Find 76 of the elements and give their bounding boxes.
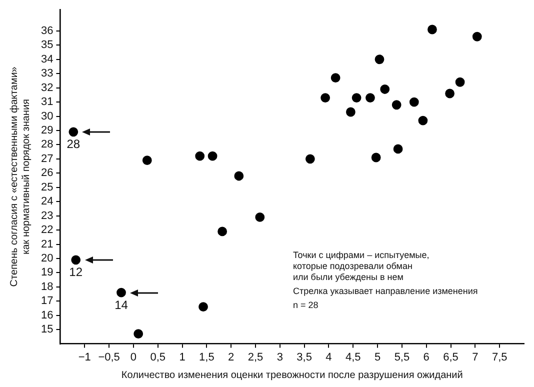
x-tick-label: 3 [276, 351, 283, 364]
point [208, 151, 218, 161]
point [305, 154, 315, 164]
y-tick-label: 16 [40, 309, 54, 322]
y-tick-label: 15 [40, 324, 54, 336]
y-tick-label: 23 [40, 210, 54, 222]
point [393, 144, 403, 154]
point [418, 116, 428, 126]
y-tick-label: 24 [40, 196, 54, 208]
annotation: 12 [69, 265, 83, 280]
y-tick-label: 33 [40, 68, 54, 80]
annotation: 28 [66, 137, 80, 152]
y-tick-label: 20 [40, 252, 54, 265]
point [255, 212, 265, 222]
point [371, 152, 381, 162]
x-axis-title: Количество изменения оценки тревожности после разрушения ожиданий [121, 370, 463, 381]
y-tick-label: 26 [40, 167, 54, 180]
point [352, 93, 362, 102]
annotation: Точки с цифрами – испытуемые, которые подозревали обман или были убеждены в нем [293, 250, 430, 283]
y-tick-label: 28 [40, 138, 54, 151]
point [472, 32, 482, 42]
x-tick-label: 0 [130, 351, 137, 364]
y-tick-label: 21 [40, 238, 54, 250]
x-tick-label: 3,5 [296, 351, 312, 364]
y-tick-label: 17 [40, 295, 54, 308]
y-axis-title: Степень согласия с «естественными фактами» как нормативный порядок знания [8, 66, 32, 287]
point [198, 302, 208, 312]
y-tick-label: 22 [40, 224, 54, 236]
point [409, 97, 419, 107]
point [142, 156, 152, 166]
x-tick-label: 6,5 [443, 351, 458, 364]
x-tick-label: 4 [326, 351, 332, 364]
annotation: 14 [114, 298, 128, 312]
point [68, 127, 78, 137]
x-tick-label: 2,5 [248, 351, 264, 364]
x-tick-label: 2 [228, 351, 234, 364]
annotation: Стрелка указывает направление изменения [293, 286, 478, 297]
point [455, 77, 465, 87]
y-tick-label: 35 [40, 39, 54, 52]
y-tick-label: 18 [40, 280, 54, 293]
x-tick-label: 4,5 [345, 351, 361, 364]
point [116, 288, 126, 298]
x-tick-label: −1 [78, 351, 91, 364]
x-tick-label: 5 [374, 351, 381, 364]
x-tick-label: 6 [423, 351, 430, 364]
y-tick-label: 36 [40, 24, 54, 37]
y-tick-label: 30 [40, 110, 54, 122]
point [234, 171, 244, 181]
x-tick-label: 0,5 [150, 351, 166, 364]
point [320, 93, 330, 102]
point [346, 107, 356, 117]
point [330, 73, 340, 83]
x-tick-label: 5,5 [394, 351, 410, 364]
point [374, 54, 384, 64]
y-tick-label: 27 [40, 152, 54, 165]
x-tick-label: −0,5 [98, 351, 120, 364]
point [195, 151, 205, 161]
point [428, 24, 437, 34]
point [71, 255, 81, 265]
point [366, 93, 375, 102]
x-tick-label: 7,5 [492, 351, 508, 364]
point [218, 226, 228, 236]
point [134, 329, 144, 339]
y-tick-label: 32 [40, 82, 54, 94]
y-tick-label: 34 [40, 53, 54, 66]
point [392, 100, 402, 110]
y-tick-label: 25 [40, 181, 54, 194]
y-tick-label: 19 [40, 266, 54, 279]
point [445, 88, 454, 98]
y-tick-label: 31 [40, 96, 54, 108]
x-tick-label: 1 [179, 351, 186, 364]
x-tick-label: 1,5 [199, 351, 214, 364]
x-tick-label: 7 [472, 351, 478, 364]
annotation: n = 28 [293, 300, 320, 311]
y-tick-label: 29 [40, 124, 54, 137]
point [380, 84, 390, 94]
